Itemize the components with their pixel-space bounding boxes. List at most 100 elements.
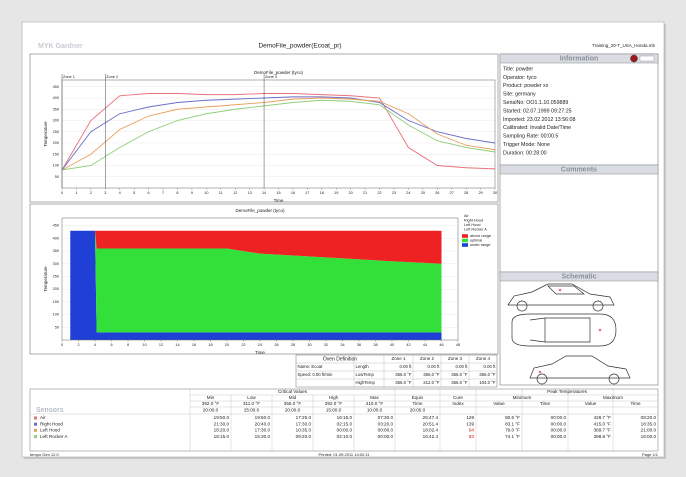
y-tick-label: 50	[55, 325, 59, 329]
x-tick-label: 24	[406, 191, 410, 195]
sensor-swatch	[34, 428, 37, 432]
x-tick-label: 14	[262, 191, 266, 195]
sensor-time: 15:30.0	[255, 434, 271, 439]
x-tick-label: 7	[162, 191, 164, 195]
sensor-time: 02:10.0	[337, 434, 353, 439]
x-tick-label: 9	[191, 191, 193, 195]
peak-value: 08:20.0	[641, 415, 657, 420]
info-line: Duration: 00:28:00	[503, 150, 547, 156]
x-tick-label: 1	[75, 191, 77, 195]
x-tick-label: 40	[390, 343, 394, 347]
cure-index: 94	[469, 428, 475, 433]
sensor-time: 16:15.0	[337, 415, 353, 420]
y-tick-label: 100	[53, 164, 59, 168]
wheel	[536, 373, 548, 385]
limit-temp: 356.0 °F	[284, 401, 302, 406]
x-tick-label: 2	[77, 343, 79, 347]
sensor-time: 07:30.0	[378, 415, 394, 420]
sensor-time: 17:30.0	[255, 428, 271, 433]
y-axis-label: Temperature	[43, 266, 48, 292]
oven-title: Oven Definition	[323, 356, 357, 362]
info-line: Started: 02.07.1999 09:27:25	[503, 108, 572, 114]
y-tick-label: 350	[53, 249, 59, 253]
footer-right: Page 1/1	[642, 452, 659, 457]
legend-label: Right Hood	[464, 219, 483, 223]
x-tick-label: 30	[307, 343, 311, 347]
zone-heading: Zone 4	[476, 356, 491, 361]
x-tick-label: 28	[464, 191, 468, 195]
sensor-time: 00:00.0	[378, 434, 394, 439]
sensor-time: 10:35.0	[296, 428, 312, 433]
x-tick-label: 4	[119, 191, 121, 195]
x-tick-label: 2	[90, 191, 92, 195]
oven-value: 0.00 ft	[428, 364, 441, 369]
sensor-time: 17:25.0	[296, 415, 312, 420]
peak-group: Minimum	[513, 395, 532, 400]
x-tick-label: 16	[291, 191, 295, 195]
schematic-header	[499, 271, 659, 282]
sensor-time: 09:20.0	[296, 434, 312, 439]
bottom-chart-frame	[29, 203, 499, 355]
peak-value: 79.0 °F	[505, 428, 520, 433]
limit-temp: 410.0 °F	[366, 401, 384, 406]
limit-temp: 311.0 °F	[243, 401, 260, 406]
x-tick-label: 22	[377, 191, 381, 195]
info-header	[499, 53, 659, 64]
x-tick-label: 25	[421, 191, 425, 195]
brand: MYK Gardner	[38, 43, 83, 50]
peak-col: Value	[585, 401, 597, 406]
peak-value: 00:00.0	[551, 428, 567, 433]
limit-temp: 392.0 °F	[325, 401, 343, 406]
y-tick-label: 300	[53, 262, 59, 266]
x-tick-label: 18	[320, 191, 324, 195]
plot-border	[61, 79, 496, 189]
legend-label: optimal	[470, 239, 482, 243]
series-line	[61, 93, 496, 171]
info-line: Site: germany	[503, 92, 536, 98]
oven-value: 356.0 °F	[395, 372, 412, 377]
x-tick-label: 23	[392, 191, 396, 195]
group-heading: Critical Values	[278, 389, 308, 394]
sensor-name: Left Rocker A	[40, 434, 69, 439]
peak-value: 398.8 °F	[594, 434, 612, 439]
oven-param: HighTemp	[356, 380, 376, 385]
zone-label: Zone 3	[265, 75, 277, 79]
info-line: Imported: 23.02.2012 13:56:08	[503, 117, 576, 123]
plot-border	[61, 217, 459, 341]
wheel	[516, 300, 528, 312]
legend-label: under range	[470, 243, 490, 247]
equiv-time: 25:47.4	[423, 415, 439, 420]
x-tick-label: 5	[133, 191, 135, 195]
y-tick-label: 150	[53, 152, 59, 156]
x-tick-label: 48	[456, 343, 460, 347]
y-tick-label: 200	[53, 287, 59, 291]
status-indicator[interactable]	[630, 54, 638, 63]
legend-label: Left Hood	[464, 223, 480, 227]
x-tick-label: 32	[324, 343, 328, 347]
x-axis-label: Time	[274, 198, 284, 203]
y-tick-label: 250	[53, 130, 59, 134]
sensor-time: 20:40.0	[255, 421, 271, 426]
close-box[interactable]	[639, 55, 655, 62]
y-tick-label: 400	[53, 236, 59, 240]
generated: DemoFile_powder (tyco)TimeTemperature501…	[29, 66, 659, 457]
x-tick-label: 17	[305, 191, 309, 195]
oven-value: 356.0 °F	[479, 372, 496, 377]
info-line: SerialNo: OO1.1.10.059889	[503, 100, 568, 106]
oven-value: 356.0 °F	[395, 380, 412, 385]
x-tick-label: 0	[61, 343, 63, 347]
series-line	[61, 97, 496, 171]
oven-value: 356.0 °F	[451, 380, 468, 385]
equiv-target: 20:00.0	[410, 408, 426, 413]
footer-center: Printed: 01.09.2011 14:02:11	[318, 452, 370, 457]
y-tick-label: 250	[53, 274, 59, 278]
x-tick-label: 42	[406, 343, 410, 347]
equiv-time: 16:42.4	[423, 434, 439, 439]
equiv-heading: Equiv	[412, 395, 424, 400]
sensor-swatch	[34, 416, 37, 420]
info-line: Calibrated: Invalid Date/Time	[503, 125, 571, 131]
x-tick-label: 14	[175, 343, 179, 347]
car-top	[511, 313, 617, 347]
sensor-time: 21:30.0	[214, 421, 230, 426]
cure-index: 139	[466, 421, 474, 426]
